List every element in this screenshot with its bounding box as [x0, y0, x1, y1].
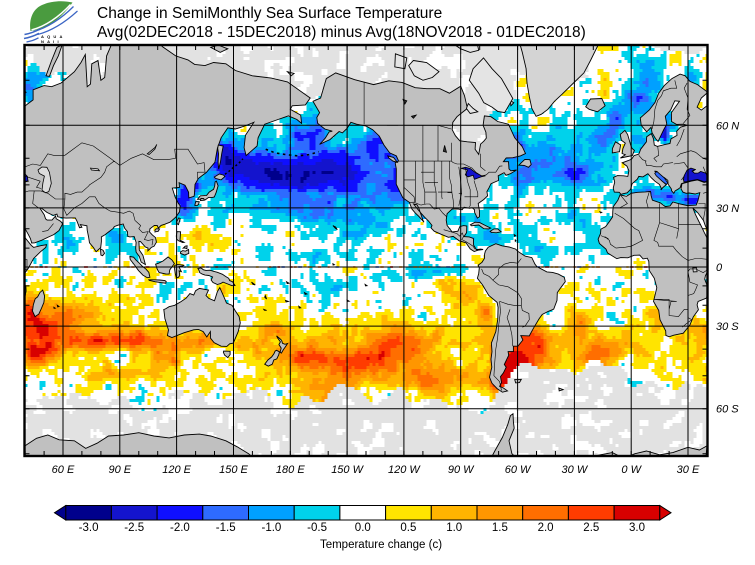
svg-text:60 N: 60 N: [716, 120, 739, 132]
svg-text:30 S: 30 S: [716, 321, 739, 333]
svg-text:120 E: 120 E: [162, 464, 191, 476]
svg-text:-2.5: -2.5: [124, 522, 144, 534]
svg-text:0 W: 0 W: [621, 464, 642, 476]
svg-text:-2.0: -2.0: [170, 522, 190, 534]
svg-text:2.0: 2.0: [538, 522, 554, 534]
svg-text:60 W: 60 W: [505, 464, 532, 476]
svg-text:Change in SemiMonthly Sea Surf: Change in SemiMonthly Sea Surface Temper…: [97, 5, 442, 22]
svg-text:60 S: 60 S: [716, 404, 739, 416]
svg-text:-0.5: -0.5: [307, 522, 327, 534]
svg-text:-1.0: -1.0: [261, 522, 281, 534]
svg-text:-3.0: -3.0: [79, 522, 99, 534]
svg-text:60 E: 60 E: [52, 464, 75, 476]
svg-text:Temperature change (c): Temperature change (c): [320, 539, 442, 551]
svg-text:180 E: 180 E: [276, 464, 305, 476]
svg-text:120 W: 120 W: [388, 464, 421, 476]
svg-text:30 E: 30 E: [677, 464, 700, 476]
svg-text:2.5: 2.5: [583, 522, 599, 534]
svg-text:0.0: 0.0: [355, 522, 371, 534]
svg-text:90 E: 90 E: [108, 464, 131, 476]
svg-text:1.0: 1.0: [446, 522, 462, 534]
svg-text:0.5: 0.5: [400, 522, 416, 534]
svg-text:-1.5: -1.5: [216, 522, 236, 534]
svg-text:30 N: 30 N: [716, 203, 739, 215]
svg-text:150 W: 150 W: [331, 464, 364, 476]
svg-text:150 E: 150 E: [219, 464, 248, 476]
svg-text:1.5: 1.5: [492, 522, 508, 534]
svg-text:NAII: NAII: [41, 39, 62, 44]
svg-text:0: 0: [716, 262, 723, 274]
svg-text:3.0: 3.0: [629, 522, 645, 534]
svg-text:90 W: 90 W: [448, 464, 475, 476]
svg-text:30 W: 30 W: [562, 464, 589, 476]
svg-text:AQUA: AQUA: [41, 34, 66, 39]
svg-text:Avg(02DEC2018 - 15DEC2018) min: Avg(02DEC2018 - 15DEC2018) minus Avg(18N…: [97, 24, 586, 41]
